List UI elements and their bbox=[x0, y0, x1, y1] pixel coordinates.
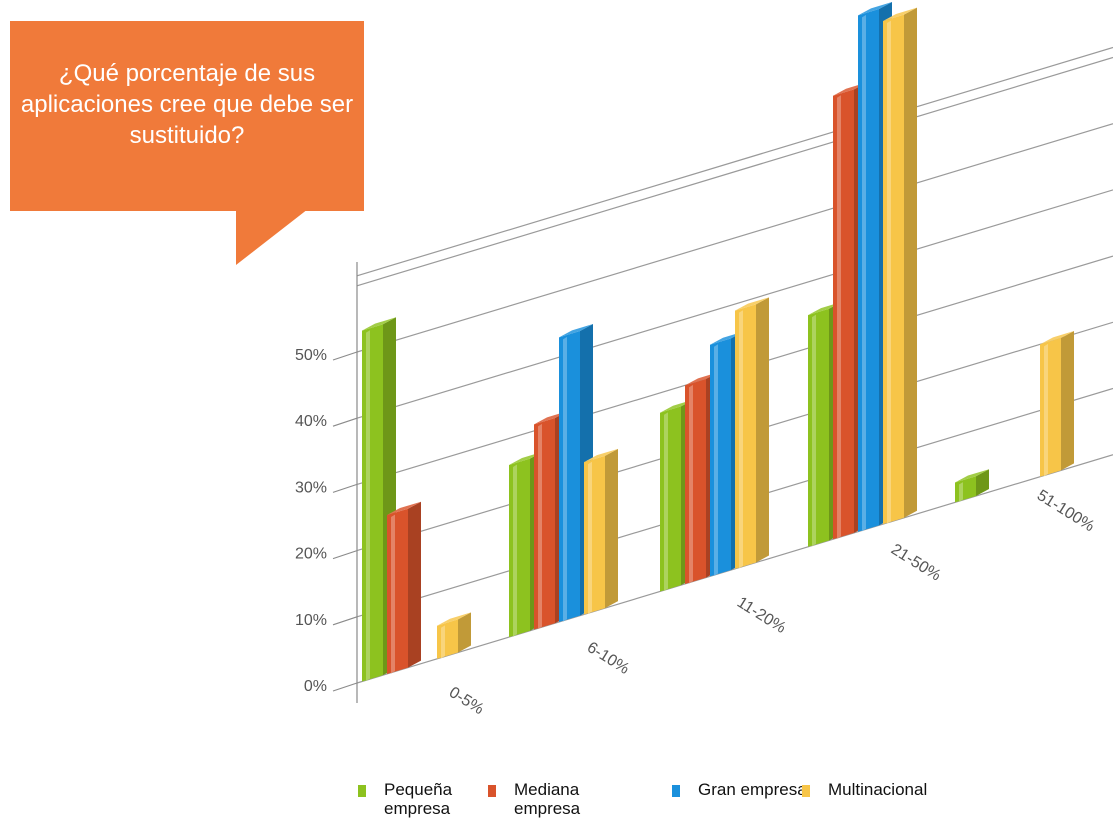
legend-swatch-mediana bbox=[488, 785, 496, 797]
legend-label-mediana: Mediana empresa bbox=[514, 780, 581, 818]
category-label: 0-5% bbox=[446, 684, 487, 718]
bar bbox=[584, 448, 618, 615]
y-tick-label: 10% bbox=[295, 612, 327, 629]
legend-swatch-multinacional bbox=[802, 785, 810, 797]
bar bbox=[387, 501, 421, 674]
bar bbox=[955, 469, 989, 503]
category-label: 11-20% bbox=[734, 594, 789, 637]
y-tick bbox=[332, 417, 358, 427]
y-tick bbox=[332, 351, 358, 361]
legend-label-multinacional: Multinacional bbox=[828, 780, 928, 799]
legend-label-pequena: Pequeña empresa bbox=[384, 780, 453, 818]
y-tick-label: 30% bbox=[295, 479, 327, 496]
category-label: 21-50% bbox=[888, 541, 944, 585]
y-tick bbox=[332, 682, 358, 692]
y-axis: 0% 10% 20% 30% 40% 50% bbox=[295, 262, 358, 703]
bar bbox=[735, 297, 769, 569]
bars bbox=[362, 1, 1074, 682]
legend: Pequeña empresa Mediana empresa Gran emp… bbox=[358, 780, 1058, 826]
bar bbox=[883, 7, 917, 525]
category-label: 51-100% bbox=[1034, 487, 1097, 535]
y-tick-label: 50% bbox=[295, 347, 327, 364]
category-label: 6-10% bbox=[584, 639, 632, 678]
y-tick-label: 20% bbox=[295, 546, 327, 563]
grid-line bbox=[356, 123, 1113, 353]
legend-swatch-gran bbox=[672, 785, 680, 797]
y-tick bbox=[332, 550, 358, 560]
y-tick bbox=[332, 483, 358, 493]
question-text: ¿Qué porcentaje de sus aplicaciones cree… bbox=[20, 60, 354, 149]
callout-tail bbox=[236, 209, 308, 265]
bar bbox=[1040, 330, 1074, 477]
legend-label-gran: Gran empresa bbox=[698, 780, 807, 799]
legend-swatch-pequena bbox=[358, 785, 366, 797]
question-callout bbox=[10, 21, 364, 211]
grid-line bbox=[356, 56, 1113, 287]
bar bbox=[362, 317, 396, 682]
y-tick-label: 40% bbox=[295, 413, 327, 430]
y-tick-label: 0% bbox=[304, 678, 327, 695]
bar bbox=[437, 612, 471, 659]
grid-line bbox=[356, 46, 1113, 277]
y-tick bbox=[332, 616, 358, 626]
grid-line bbox=[356, 189, 1113, 419]
